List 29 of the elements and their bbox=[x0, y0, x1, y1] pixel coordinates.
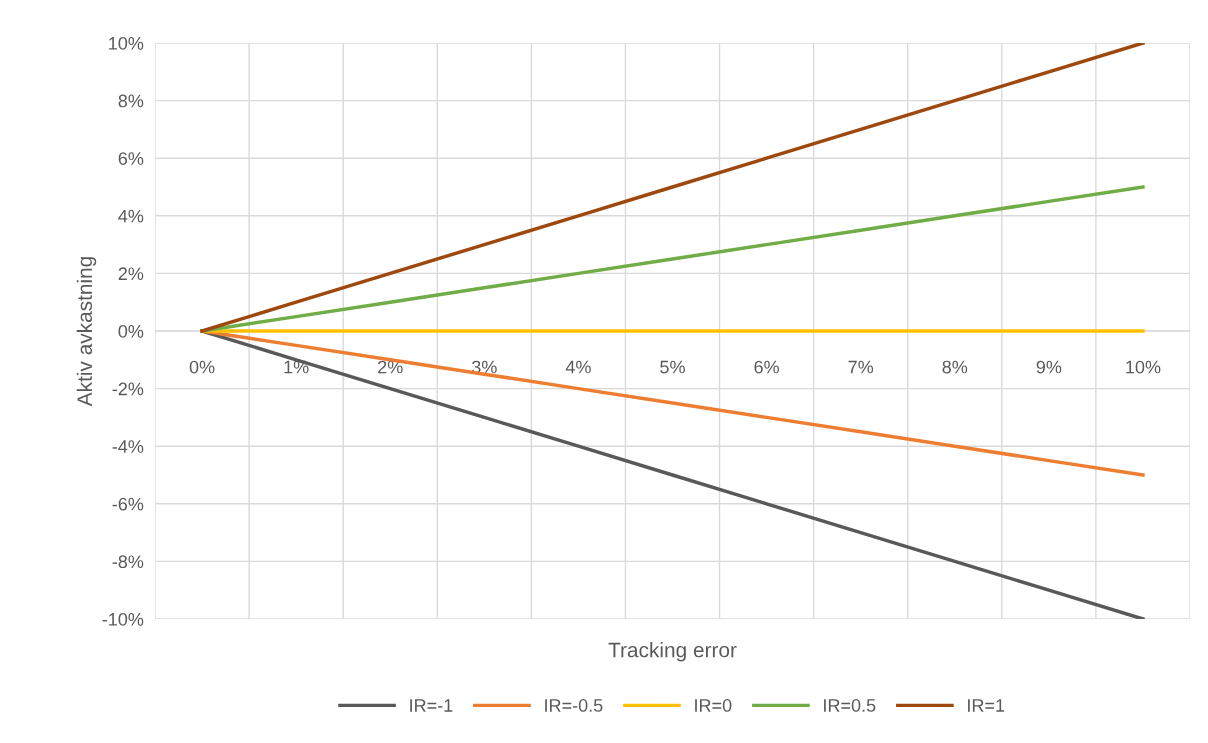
y-tick-label: 4% bbox=[118, 209, 144, 223]
y-tick-label: -8% bbox=[112, 555, 144, 569]
y-tick-label: 8% bbox=[118, 94, 144, 108]
x-tick-label: 9% bbox=[1036, 360, 1062, 374]
x-tick-label: 0% bbox=[189, 360, 215, 374]
y-axis-title: Aktiv avkastning bbox=[76, 257, 97, 407]
x-axis-title: Tracking error bbox=[608, 642, 737, 662]
x-tick-label: 7% bbox=[848, 360, 874, 374]
y-tick-label: -4% bbox=[112, 440, 144, 453]
legend-label: IR=1 bbox=[968, 699, 1005, 712]
x-tick-label: 10% bbox=[1126, 360, 1161, 374]
y-tick-label: 6% bbox=[118, 152, 144, 165]
y-tick-label: 10% bbox=[109, 36, 144, 50]
line-series bbox=[200, 185, 1145, 333]
y-tick-label: -2% bbox=[112, 382, 144, 396]
legend-label: IR=0.5 bbox=[824, 699, 876, 712]
y-tick-label: -10% bbox=[102, 612, 144, 626]
line-series bbox=[200, 43, 1145, 333]
x-tick-label: 8% bbox=[942, 360, 968, 374]
y-tick-label: -6% bbox=[112, 497, 144, 511]
legend-label: IR=-1 bbox=[410, 699, 453, 712]
legend-label: IR=0 bbox=[695, 699, 732, 712]
y-tick-label: 0% bbox=[118, 324, 144, 338]
y-tick-label: 2% bbox=[118, 267, 144, 281]
x-tick-label: 6% bbox=[754, 360, 779, 374]
x-tick-label: 4% bbox=[565, 360, 591, 374]
legend-label: IR=-0.5 bbox=[545, 699, 603, 712]
x-tick-label: 5% bbox=[660, 360, 685, 374]
x-tick-label: 2% bbox=[378, 360, 403, 374]
